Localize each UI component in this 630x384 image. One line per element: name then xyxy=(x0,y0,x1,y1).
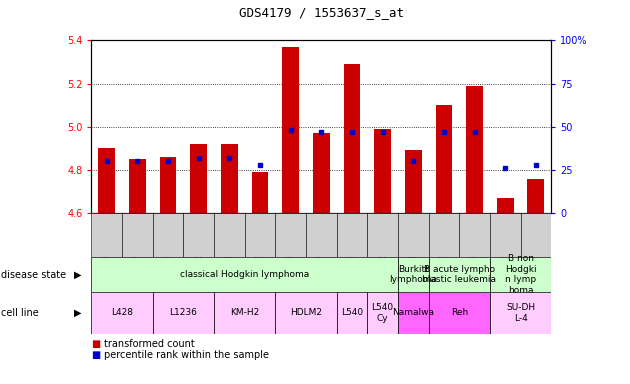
Bar xyxy=(336,213,367,257)
Bar xyxy=(367,292,398,334)
Bar xyxy=(275,292,336,334)
Bar xyxy=(122,213,152,257)
Bar xyxy=(214,292,275,334)
Text: L540
Cy: L540 Cy xyxy=(372,303,394,323)
Bar xyxy=(428,257,490,292)
Bar xyxy=(490,292,551,334)
Bar xyxy=(91,257,398,292)
Bar xyxy=(405,151,421,213)
Text: ▶: ▶ xyxy=(74,308,82,318)
Text: L1236: L1236 xyxy=(169,308,197,318)
Bar xyxy=(490,213,520,257)
Bar xyxy=(251,172,268,213)
Text: Burkitt
lymphoma: Burkitt lymphoma xyxy=(389,265,437,284)
Text: ▶: ▶ xyxy=(74,270,82,280)
Text: GDS4179 / 1553637_s_at: GDS4179 / 1553637_s_at xyxy=(239,6,404,19)
Bar xyxy=(527,179,544,213)
Bar xyxy=(398,292,428,334)
Text: Namalwa: Namalwa xyxy=(392,308,434,318)
Bar xyxy=(275,213,306,257)
Bar xyxy=(91,213,122,257)
Text: L428: L428 xyxy=(111,308,133,318)
Text: ■: ■ xyxy=(91,350,101,360)
Bar xyxy=(282,47,299,213)
Bar xyxy=(428,213,459,257)
Bar xyxy=(374,129,391,213)
Bar xyxy=(91,292,152,334)
Bar xyxy=(435,105,452,213)
Text: SU-DH
L-4: SU-DH L-4 xyxy=(506,303,535,323)
Text: cell line: cell line xyxy=(1,308,39,318)
Bar xyxy=(183,213,214,257)
Bar xyxy=(497,198,513,213)
Text: B non
Hodgki
n lymp
homa: B non Hodgki n lymp homa xyxy=(505,255,536,295)
Bar xyxy=(343,64,360,213)
Bar xyxy=(214,213,244,257)
Text: B acute lympho
blastic leukemia: B acute lympho blastic leukemia xyxy=(422,265,496,284)
Bar xyxy=(313,133,329,213)
Bar xyxy=(398,257,428,292)
Bar xyxy=(244,213,275,257)
Bar xyxy=(152,213,183,257)
Text: disease state: disease state xyxy=(1,270,66,280)
Bar xyxy=(306,213,336,257)
Bar xyxy=(490,257,551,292)
Bar xyxy=(367,213,398,257)
Bar xyxy=(221,144,238,213)
Text: transformed count: transformed count xyxy=(104,339,195,349)
Bar xyxy=(152,292,214,334)
Bar xyxy=(520,213,551,257)
Text: classical Hodgkin lymphoma: classical Hodgkin lymphoma xyxy=(180,270,309,279)
Bar xyxy=(129,159,146,213)
Text: L540: L540 xyxy=(341,308,363,318)
Bar xyxy=(398,213,428,257)
Bar xyxy=(336,292,367,334)
Bar xyxy=(159,157,176,213)
Text: HDLM2: HDLM2 xyxy=(290,308,322,318)
Text: percentile rank within the sample: percentile rank within the sample xyxy=(104,350,269,360)
Bar xyxy=(98,148,115,213)
Text: Reh: Reh xyxy=(450,308,468,318)
Text: ■: ■ xyxy=(91,339,101,349)
Text: KM-H2: KM-H2 xyxy=(230,308,260,318)
Bar xyxy=(190,144,207,213)
Bar xyxy=(466,86,483,213)
Bar xyxy=(428,292,490,334)
Bar xyxy=(459,213,490,257)
